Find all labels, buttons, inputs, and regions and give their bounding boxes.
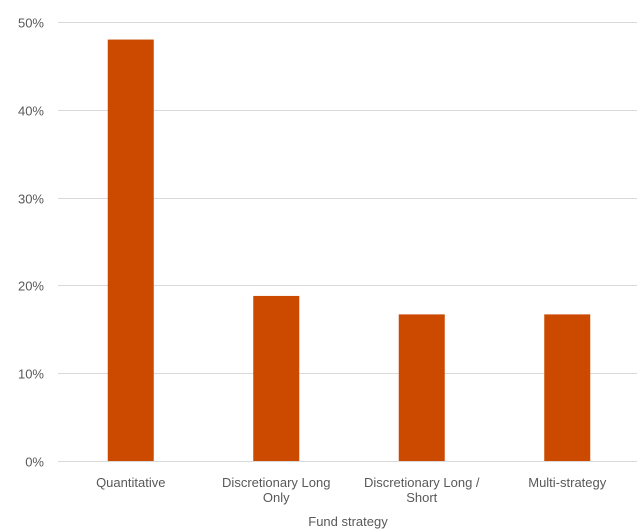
x-category-label-line: Only <box>263 490 290 505</box>
y-tick-label: 40% <box>18 104 44 119</box>
y-tick-label: 30% <box>18 192 44 207</box>
x-category-label-line: Multi-strategy <box>528 475 607 490</box>
x-category-label-line: Discretionary Long / <box>364 475 480 490</box>
x-category-label-line: Discretionary Long <box>222 475 330 490</box>
x-category-label: Discretionary Long / Short <box>364 475 480 505</box>
bar <box>399 314 445 461</box>
x-axis-title: Fund strategy <box>308 514 388 529</box>
bars <box>108 40 591 461</box>
y-tick-label: 20% <box>18 279 44 294</box>
y-axis-tick-labels: 0% 10% 20% 30% 40% 50% <box>18 16 44 470</box>
bar <box>253 296 299 461</box>
y-tick-label: 0% <box>25 455 44 470</box>
x-category-label-line: Short <box>406 490 437 505</box>
x-category-label: Quantitative <box>96 475 165 490</box>
bar <box>544 314 590 461</box>
x-category-label: Multi-strategy <box>528 475 607 490</box>
x-axis-category-labels: Quantitative Discretionary Long OnlyDiscre… <box>96 475 607 505</box>
x-category-label-line: Quantitative <box>96 475 165 490</box>
y-tick-label: 10% <box>18 367 44 382</box>
y-tick-label: 50% <box>18 16 44 31</box>
x-category-label: Discretionary Long Only <box>222 475 330 505</box>
bar <box>108 40 154 461</box>
